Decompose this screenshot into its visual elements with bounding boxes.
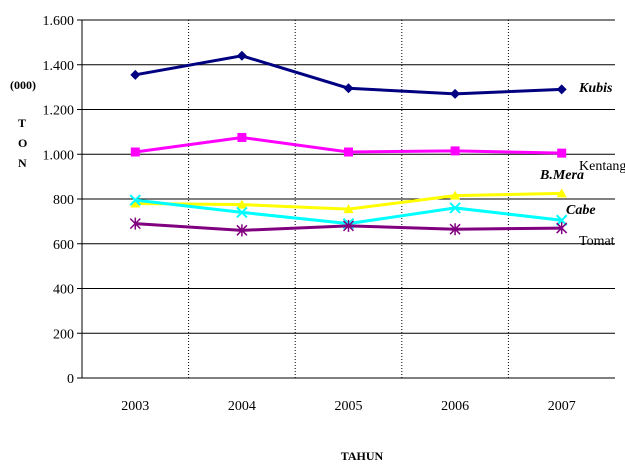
series-label-kentang: Kentang — [579, 159, 625, 174]
data-point-marker — [556, 84, 567, 95]
series-tomat — [129, 217, 568, 237]
y-tick-label: 1.400 — [43, 59, 75, 74]
x-tick-label: 2005 — [335, 399, 363, 414]
series-label-bmera: B.Mera — [539, 168, 584, 183]
series-label-tomat: Tomat — [579, 234, 615, 249]
data-point-marker — [557, 148, 567, 158]
data-point-marker — [237, 132, 247, 142]
series-label-cabe: Cabe — [566, 203, 596, 218]
y-tick-label: 1.200 — [43, 104, 75, 119]
data-point-marker — [129, 217, 141, 230]
data-point-marker — [450, 88, 461, 99]
x-tick-label: 2006 — [441, 399, 469, 414]
data-point-marker — [555, 214, 568, 226]
y-tick-label: 0 — [67, 372, 74, 387]
data-point-marker — [449, 202, 461, 214]
y-tick-labels: 0 200 400 600 800 1.000 1.200 1.400 1.600 — [43, 14, 75, 387]
y-axis-letter-o: O — [18, 136, 27, 150]
x-axis-title: TAHUN — [341, 449, 384, 463]
y-axis-letter-n: N — [18, 156, 27, 170]
data-point-marker — [236, 199, 247, 209]
grid — [82, 19, 615, 378]
y-tick-label: 400 — [53, 283, 74, 298]
y-tick-label: 1.000 — [43, 148, 75, 163]
data-point-marker — [344, 147, 353, 157]
series-kubis — [130, 50, 567, 99]
data-point-marker — [236, 206, 248, 219]
data-point-marker — [450, 190, 461, 200]
data-point-marker — [130, 198, 141, 208]
y-tick-label: 600 — [53, 238, 74, 253]
series-kentang — [130, 132, 567, 158]
data-point-marker — [130, 69, 141, 80]
data-point-marker — [129, 194, 142, 206]
data-point-marker — [556, 188, 567, 198]
y-axis-unit: (000) — [10, 78, 36, 92]
series-group — [129, 50, 568, 237]
data-point-marker — [130, 147, 140, 157]
series-b-mera — [130, 188, 567, 214]
series-label-kubis: Kubis — [578, 81, 613, 96]
data-point-marker — [343, 204, 354, 214]
data-point-marker — [556, 222, 568, 235]
y-tick-label: 800 — [53, 193, 74, 208]
axes — [77, 19, 615, 379]
x-tick-labels: 2003 2004 2005 2006 2007 — [121, 399, 575, 414]
data-point-marker — [343, 83, 354, 94]
y-tick-label: 1.600 — [43, 14, 75, 29]
x-tick-label: 2003 — [121, 399, 149, 414]
data-point-marker — [450, 146, 460, 156]
data-point-marker — [236, 50, 247, 61]
series-labels: Kubis Kentang B.Mera Cabe Tomat — [539, 81, 625, 249]
x-tick-label: 2004 — [228, 399, 256, 414]
data-point-marker — [449, 223, 461, 236]
y-axis-letter-t: T — [18, 116, 26, 130]
data-point-marker — [342, 219, 355, 232]
data-point-marker — [236, 224, 248, 237]
x-tick-label: 2007 — [548, 399, 576, 414]
y-tick-label: 200 — [53, 327, 74, 342]
